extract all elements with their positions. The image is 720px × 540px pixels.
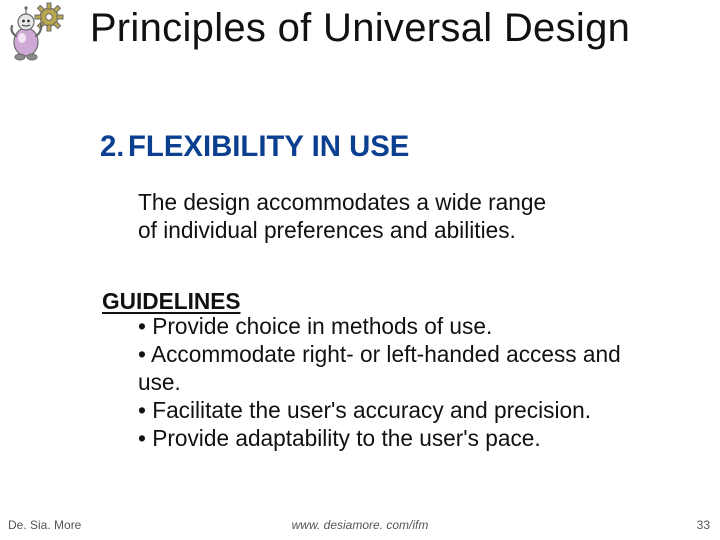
guideline-item: • Accommodate right- or left-handed acce… [138, 340, 648, 396]
section-label: FLEXIBILITY IN USE [128, 130, 409, 164]
description-line: The design accommodates a wide range [138, 188, 546, 216]
slide-title: Principles of Universal Design [0, 6, 720, 51]
section-number-digit: 2 [100, 130, 116, 163]
description-line: of individual preferences and abilities. [138, 216, 546, 244]
footer-url: www. desiamore. com/ifm [0, 518, 720, 532]
guidelines-list: • Provide choice in methods of use. • Ac… [138, 312, 648, 452]
guideline-item: • Provide adaptability to the user's pac… [138, 424, 648, 452]
slide: Principles of Universal Design 2. FLEXIB… [0, 0, 720, 540]
principle-description: The design accommodates a wide range of … [138, 188, 546, 244]
guideline-item: • Facilitate the user's accuracy and pre… [138, 396, 648, 424]
footer-url-text: www. desiamore. com/ifm [292, 518, 429, 532]
page-number: 33 [697, 518, 710, 532]
section-number-dot: . [116, 131, 124, 162]
guidelines-header: GUIDELINES [102, 288, 240, 315]
guideline-item: • Provide choice in methods of use. [138, 312, 648, 340]
section-number: 2. [100, 130, 124, 164]
